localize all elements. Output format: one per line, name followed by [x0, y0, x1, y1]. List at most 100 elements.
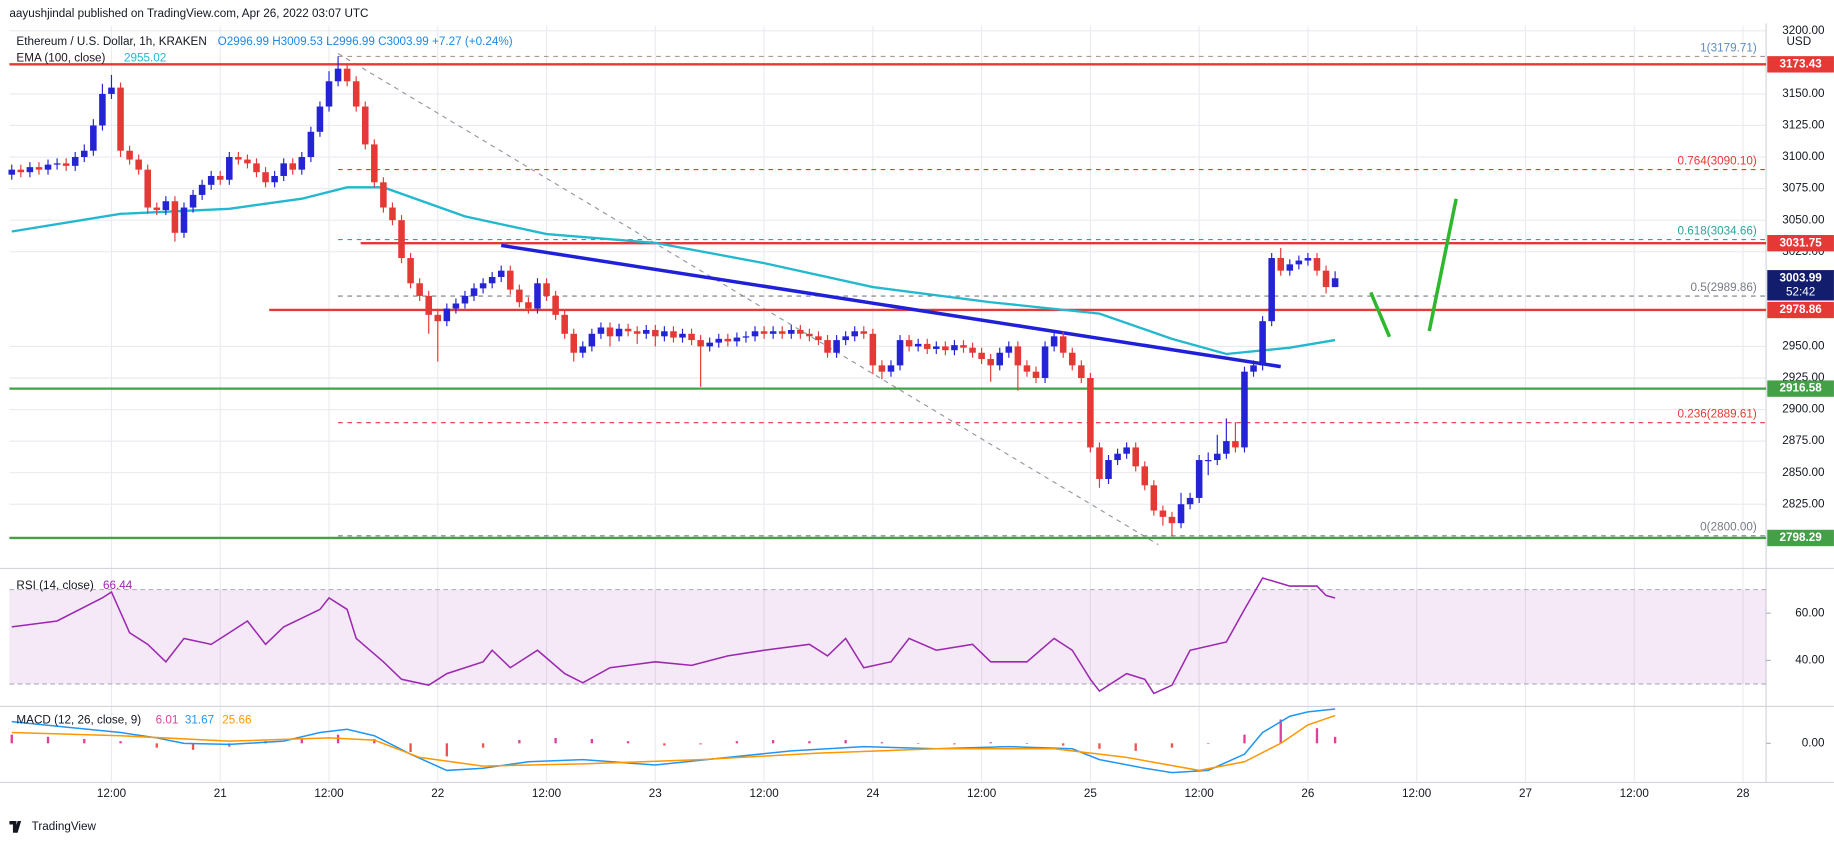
candle-body	[389, 207, 396, 221]
candle-body	[1114, 453, 1121, 461]
candle-body	[1032, 371, 1040, 378]
candle-body	[543, 283, 550, 296]
macd-histogram-bar	[1025, 743, 1029, 744]
macd-histogram-bar	[880, 742, 884, 744]
candle-body	[1331, 278, 1339, 288]
macd-histogram-bar	[1134, 743, 1137, 751]
candle-body	[1087, 377, 1094, 448]
macd-histogram-bar	[771, 740, 775, 744]
trend-line	[500, 243, 1281, 369]
macd-histogram-bar	[155, 743, 158, 748]
candle-body	[969, 347, 976, 353]
candle-body	[343, 68, 351, 82]
macd-histogram-bar	[844, 740, 847, 744]
candle-body	[1186, 497, 1194, 505]
candle-body	[35, 167, 43, 170]
candle-body	[851, 331, 858, 337]
candle-body	[334, 68, 342, 82]
candle-body	[679, 333, 686, 338]
candle-body	[778, 331, 786, 334]
candle-body	[1050, 336, 1058, 347]
candle-body	[887, 365, 895, 372]
macd-histogram-bar	[518, 740, 521, 744]
macd-histogram-bar	[119, 741, 122, 744]
countdown: 52:42	[1786, 285, 1815, 298]
candle-body	[171, 201, 179, 233]
candle-body	[443, 308, 451, 322]
candle-body	[1068, 352, 1076, 366]
x-tick-label: 27	[1519, 787, 1532, 800]
candle-body	[108, 87, 115, 94]
rsi-line	[11, 577, 1336, 695]
candle-body	[624, 328, 632, 332]
price-line-box	[1767, 235, 1834, 252]
candle-body	[878, 365, 886, 372]
candle-body	[507, 270, 514, 290]
currency: USD	[1786, 35, 1811, 48]
candle-body	[1105, 460, 1112, 479]
y-tick-label: 2875.00	[1782, 434, 1825, 447]
candle-body	[1023, 365, 1031, 372]
candle-body	[896, 340, 904, 366]
candle-body	[923, 343, 931, 349]
candle-body	[1168, 516, 1176, 524]
price-line-label: 3173.43	[1779, 57, 1822, 70]
rsi-name: RSI (14, close)	[16, 579, 93, 592]
candle-body	[1078, 365, 1085, 378]
x-tick-label: 23	[649, 787, 662, 800]
macd-histogram-bar	[989, 742, 992, 744]
x-tick-label: 12:00	[97, 787, 127, 800]
fib-label: 0.236(2889.61)	[1677, 408, 1756, 421]
candle-body	[697, 340, 704, 347]
candle-body	[787, 330, 795, 334]
macd-histogram-bar	[953, 743, 956, 745]
y-tick-label: 2900.00	[1782, 403, 1825, 416]
current-price-box	[1767, 270, 1834, 301]
candle-body	[452, 303, 460, 309]
candle-body	[633, 331, 641, 334]
candle-body	[1141, 466, 1149, 486]
rsi-tick-label: 40.00	[1795, 653, 1825, 666]
candle-body	[135, 159, 142, 170]
y-tick-label: 3200.00	[1782, 24, 1825, 37]
macd-histogram-bar	[699, 743, 702, 745]
ema-name: EMA (100, close)	[16, 52, 105, 65]
candle-body	[1313, 258, 1321, 271]
macd-histogram-bar	[590, 739, 594, 744]
candle-body	[534, 283, 541, 309]
candle-body	[1159, 510, 1167, 517]
price-line-label: 3031.75	[1779, 236, 1822, 249]
y-tick-label: 2825.00	[1782, 497, 1825, 510]
candle-body	[516, 289, 523, 303]
candle-body	[1195, 460, 1203, 498]
candle-body	[1223, 441, 1230, 454]
price-line-box	[1767, 529, 1834, 547]
candle-body	[1304, 258, 1312, 261]
macd-histogram-bar	[46, 736, 50, 744]
candle-body	[842, 336, 849, 341]
candle-body	[606, 327, 614, 337]
candle-body	[1286, 264, 1294, 271]
ohlc: O2996.99 H3009.53 L2996.99 C3003.99 +7.2…	[218, 35, 513, 48]
candle-body	[933, 346, 940, 349]
macd-histogram-bar	[445, 743, 449, 757]
candle-body	[996, 352, 1004, 366]
candle-body	[1177, 504, 1185, 524]
candle-body	[1268, 258, 1275, 322]
candle-body	[1250, 365, 1257, 372]
macd-value: 31.67	[185, 714, 214, 727]
y-tick-label: 3125.00	[1782, 119, 1825, 132]
candle-body	[253, 163, 260, 173]
candle-body	[1041, 346, 1049, 378]
candle-body	[1259, 321, 1266, 366]
candle-body	[461, 295, 469, 304]
signal-line	[11, 714, 1336, 772]
price-line-label: 2798.29	[1779, 531, 1822, 544]
candle-body	[325, 81, 333, 107]
x-tick-label: 12:00	[1402, 787, 1432, 800]
macd-histogram-bar	[10, 734, 13, 744]
candle-body	[615, 328, 623, 337]
candle-body	[1150, 485, 1158, 511]
macd-histogram-bar	[1207, 743, 1210, 744]
